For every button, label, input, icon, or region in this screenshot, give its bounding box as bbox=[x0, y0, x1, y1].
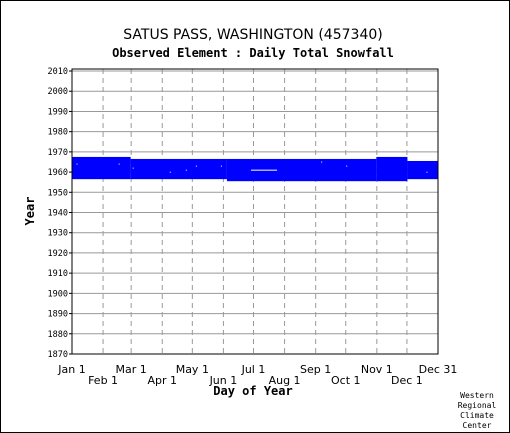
missing-mark-6 bbox=[220, 165, 222, 167]
missing-mark-8 bbox=[321, 161, 323, 163]
y-tick-label-1910: 1910 bbox=[48, 269, 68, 279]
grid-lines bbox=[71, 69, 439, 355]
y-tick-label-1970: 1970 bbox=[48, 148, 68, 158]
x-tick-label-mar-1: Mar 1 bbox=[116, 363, 147, 376]
data-coverage bbox=[71, 156, 439, 182]
y-tick-label-1900: 1900 bbox=[48, 289, 68, 299]
x-tick-label-dec-1: Dec 1 bbox=[391, 374, 423, 387]
credit-line-4: Center bbox=[463, 421, 492, 430]
y-tick-label-1880: 1880 bbox=[48, 330, 68, 340]
y-tick-labels: 1870 1880 1890 1900 1910 1920 1930 1940 1950 1960… bbox=[48, 67, 72, 360]
x-tick-label-jul-1: Jul 1 bbox=[241, 363, 266, 376]
x-tick-label-apr-1: Apr 1 bbox=[147, 374, 177, 387]
coverage-block-2 bbox=[226, 158, 377, 182]
x-tick-label-dec-31: Dec 31 bbox=[419, 363, 458, 376]
x-tick-label-nov-1: Nov 1 bbox=[361, 363, 393, 376]
y-tick-label-1990: 1990 bbox=[48, 107, 68, 117]
y-tick-label-1960: 1960 bbox=[48, 168, 68, 178]
y-axis-label: Year bbox=[23, 197, 37, 226]
coverage-block-4 bbox=[407, 160, 439, 180]
missing-mark-10 bbox=[426, 171, 428, 173]
y-tick-label-1980: 1980 bbox=[48, 128, 68, 138]
y-tick-label-1940: 1940 bbox=[48, 209, 68, 219]
x-tick-label-may-1: May 1 bbox=[176, 363, 209, 376]
missing-mark-3 bbox=[169, 171, 171, 173]
coverage-block-1 bbox=[130, 158, 227, 180]
x-tick-label-sep-1: Sep 1 bbox=[300, 363, 331, 376]
credit-line-3: Climate bbox=[460, 411, 494, 420]
y-tick-label-1950: 1950 bbox=[48, 188, 68, 198]
credit-line-1: Western bbox=[460, 391, 494, 400]
credit-line-2: Regional bbox=[458, 401, 497, 410]
missing-mark-7 bbox=[132, 167, 134, 169]
plot-border bbox=[71, 68, 439, 355]
y-tick-label-2010: 2010 bbox=[48, 67, 68, 77]
x-tick-label-jan-1: Jan 1 bbox=[57, 363, 85, 376]
x-tick-label-aug-1: Aug 1 bbox=[269, 374, 301, 387]
x-tick-label-jun-1: Jun 1 bbox=[209, 374, 238, 387]
missing-mark-0 bbox=[250, 169, 278, 171]
y-tick-label-1890: 1890 bbox=[48, 310, 68, 320]
x-axis-label: Day of Year bbox=[213, 384, 292, 398]
missing-mark-1 bbox=[76, 163, 78, 165]
missing-data bbox=[76, 161, 428, 173]
coverage-block-3 bbox=[376, 156, 408, 182]
missing-mark-9 bbox=[346, 165, 348, 167]
missing-mark-4 bbox=[185, 169, 187, 171]
credit-block: Western Regional Climate Center bbox=[458, 391, 497, 430]
missing-mark-2 bbox=[118, 163, 120, 165]
y-tick-label-1870: 1870 bbox=[48, 350, 68, 360]
x-tick-label-oct-1: Oct 1 bbox=[331, 374, 361, 387]
x-tick-labels: Jan 1 Mar 1 May 1 Jul 1 Sep 1 Nov 1 Dec 31 Feb … bbox=[57, 363, 457, 387]
y-tick-label-2000: 2000 bbox=[48, 87, 68, 97]
x-tick-label-feb-1: Feb 1 bbox=[88, 374, 118, 387]
y-tick-label-1930: 1930 bbox=[48, 229, 68, 239]
chart-title: SATUS PASS, WASHINGTON (457340) bbox=[123, 27, 382, 43]
y-tick-label-1920: 1920 bbox=[48, 249, 68, 259]
coverage-block-0 bbox=[71, 156, 131, 180]
missing-mark-5 bbox=[195, 165, 197, 167]
chart-subtitle: Observed Element : Daily Total Snowfall bbox=[112, 46, 394, 60]
